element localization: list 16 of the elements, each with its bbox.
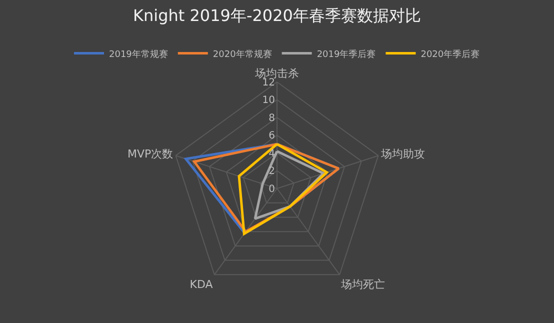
y-tick-label: 12 [262, 77, 275, 88]
legend-label: 2020年季后赛 [420, 48, 480, 60]
legend-label: 2020年常规赛 [212, 48, 272, 60]
legend-label: 2019年常规赛 [109, 48, 168, 60]
y-tick-label: 8 [268, 112, 275, 124]
spoke-label: KDA [190, 278, 214, 292]
y-tick-label: 0 [268, 184, 275, 195]
chart-title: Knight 2019年-2020年春季赛数据对比 [133, 6, 421, 25]
legend-label: 2019年季后赛 [316, 48, 376, 60]
y-tick-label: 2 [268, 166, 275, 177]
y-tick-label: 4 [268, 148, 275, 160]
y-tick-label: 6 [268, 130, 275, 142]
y-tick-label: 10 [262, 95, 275, 106]
spoke-label: MVP次数 [127, 148, 174, 161]
spoke-label: 场均死亡 [340, 278, 386, 292]
spoke-label: 场均助攻 [380, 148, 425, 161]
